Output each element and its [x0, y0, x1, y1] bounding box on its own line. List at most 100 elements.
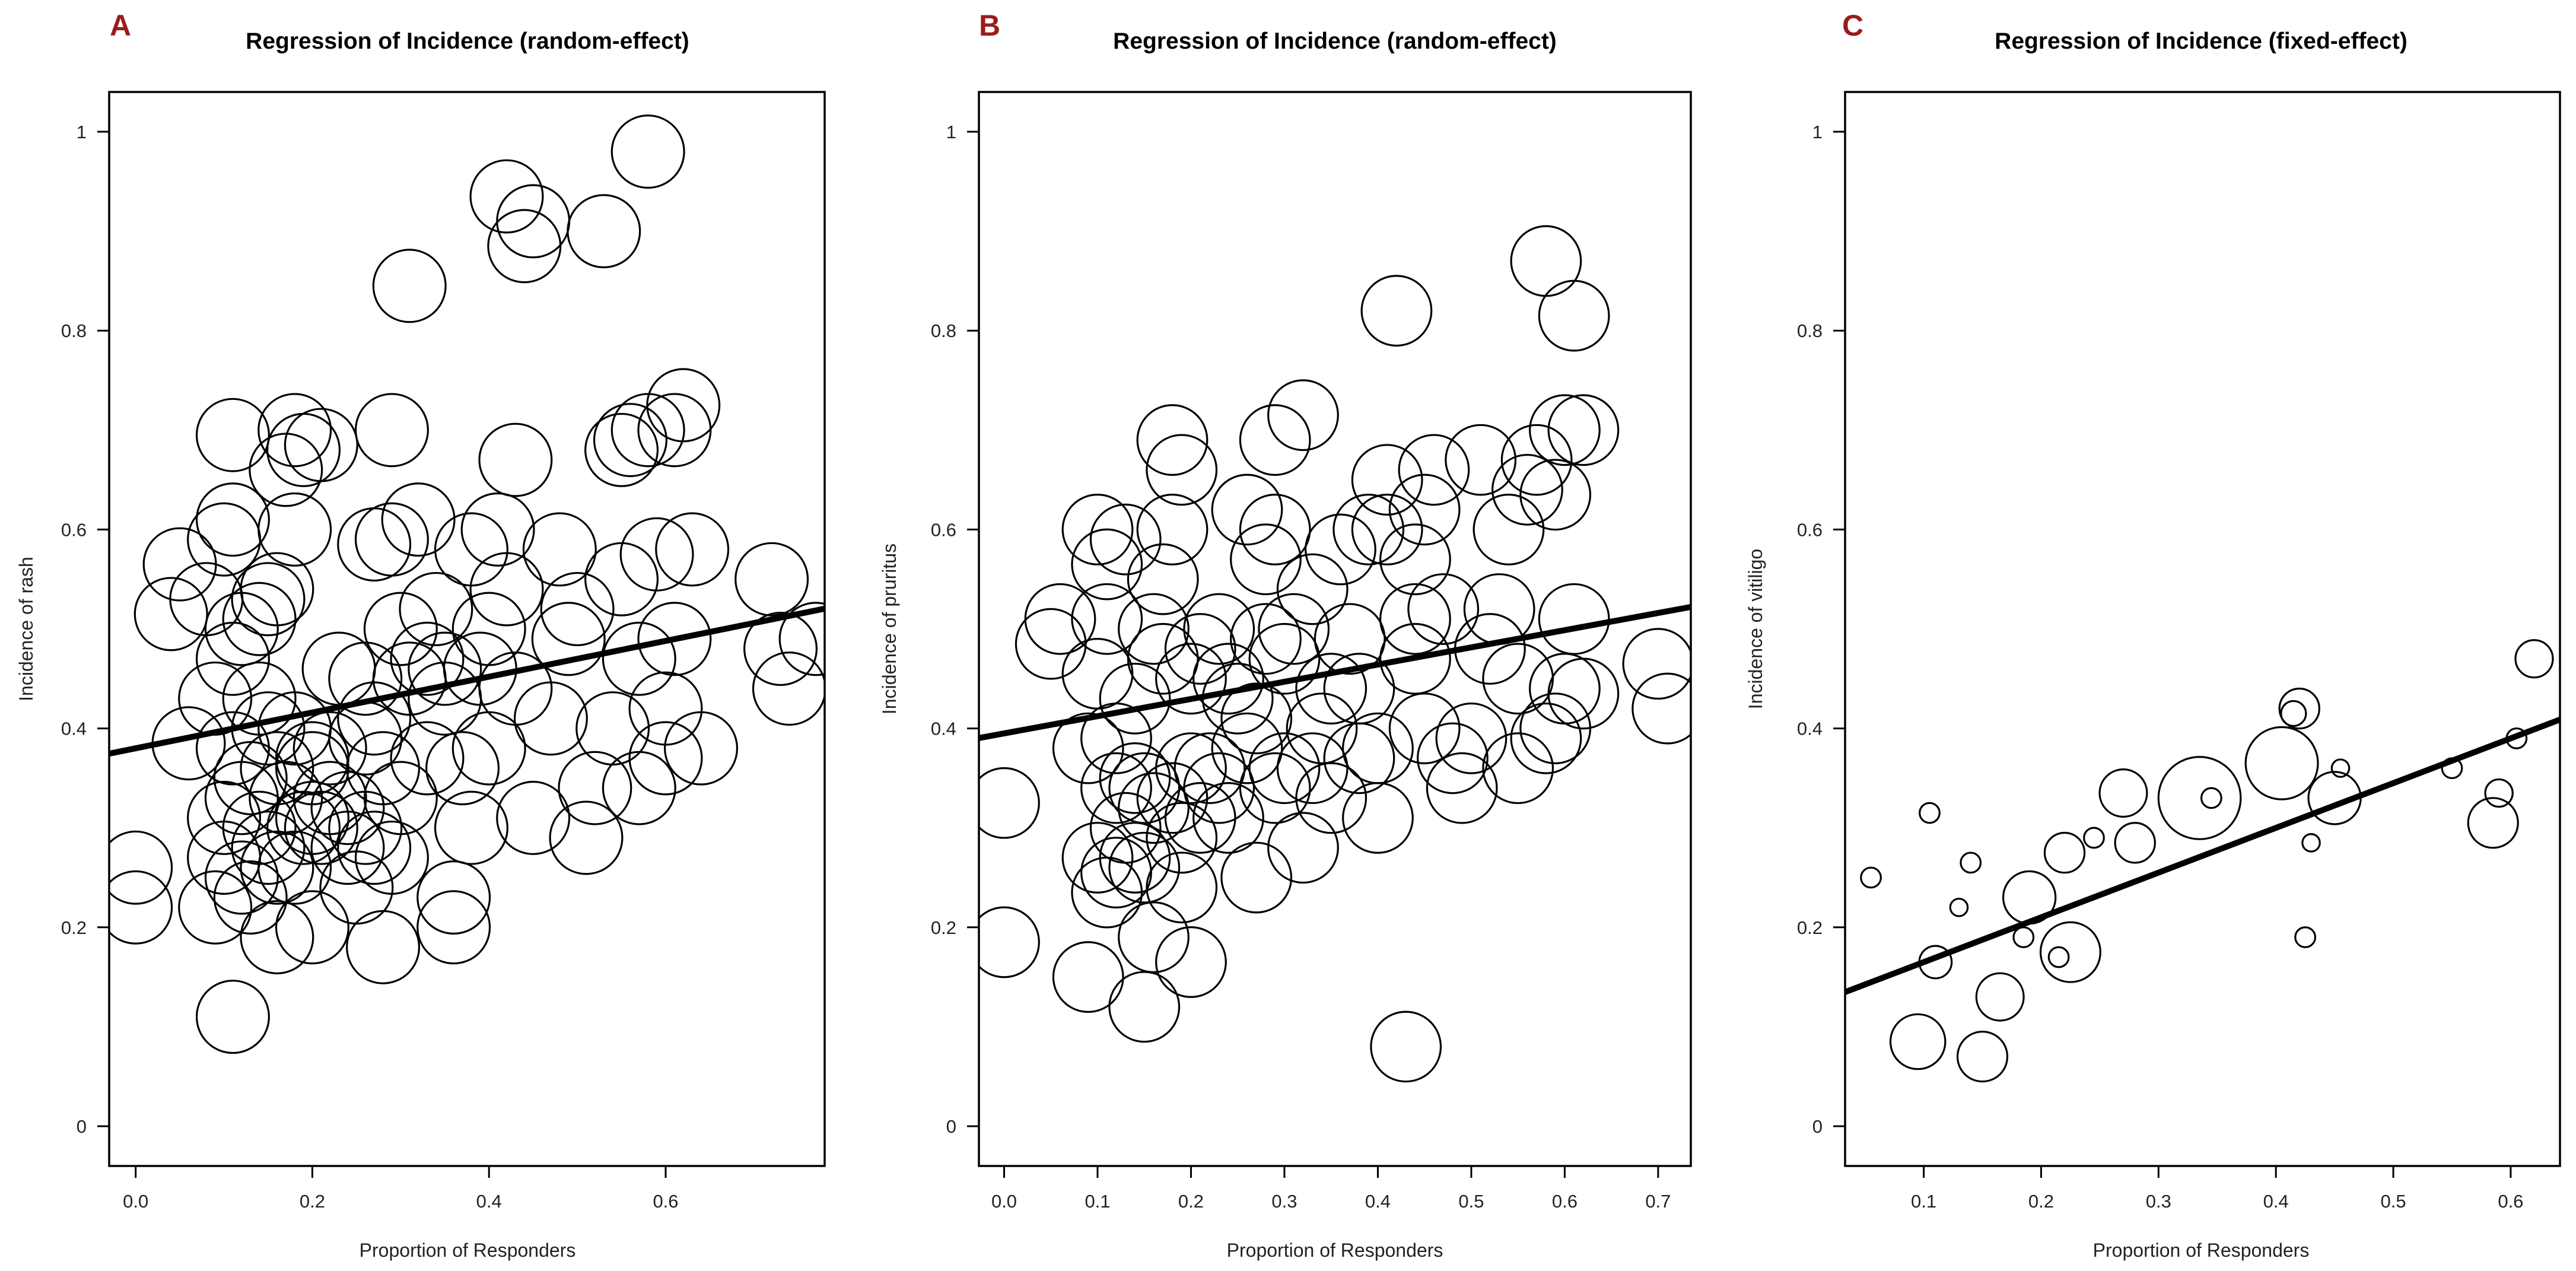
x-tick-label-b: 0.2	[1178, 1191, 1204, 1212]
x-tick-label-a: 0.4	[476, 1191, 502, 1212]
data-point-b	[1482, 732, 1554, 805]
data-point-b	[1351, 444, 1423, 516]
data-point-a	[178, 870, 253, 945]
data-point-a	[381, 482, 456, 557]
data-point-c	[2514, 639, 2554, 679]
x-tick-label-b: 0.5	[1458, 1191, 1484, 1212]
x-tick-label-c: 0.1	[1911, 1191, 1936, 1212]
data-point-c	[2200, 787, 2222, 809]
x-axis-label-c: Proportion of Responders	[2093, 1240, 2310, 1261]
data-point-a	[399, 571, 473, 646]
x-tick-label-b: 0.3	[1271, 1191, 1297, 1212]
data-point-a	[390, 721, 465, 796]
data-point-b	[1417, 722, 1489, 795]
data-point-c	[2294, 926, 2317, 948]
data-point-a	[284, 408, 358, 482]
data-point-b	[1108, 831, 1181, 904]
y-tick-label-b: 0.6	[931, 519, 956, 540]
x-axis-label-a: Proportion of Responders	[360, 1240, 576, 1261]
data-point-a	[257, 492, 332, 567]
data-point-a	[240, 830, 314, 905]
data-point-a	[213, 860, 288, 935]
data-point-a	[752, 652, 825, 726]
data-point-a	[478, 422, 553, 497]
panel-letter-b: B	[979, 9, 1000, 42]
data-point-b	[1248, 622, 1321, 695]
data-point-c	[1919, 802, 1941, 824]
data-point-a	[346, 910, 421, 984]
data-point-b	[1473, 494, 1545, 565]
data-point-a	[222, 661, 297, 736]
data-point-a	[109, 870, 173, 945]
data-point-a	[213, 741, 288, 815]
data-point-c	[2467, 797, 2519, 849]
data-point-c	[2012, 926, 2035, 948]
data-point-b	[1052, 712, 1124, 784]
data-point-b	[1239, 494, 1311, 565]
data-point-b	[1108, 752, 1181, 824]
data-point-b	[1276, 553, 1349, 625]
data-point-b	[1398, 434, 1470, 506]
y-ticks-a: 0 0.2 0.4 0.6 0.8 1	[61, 122, 109, 1137]
data-point-b	[1024, 583, 1096, 655]
data-point-b	[1146, 802, 1218, 874]
data-point-b	[1519, 459, 1592, 531]
data-point-b	[1118, 593, 1190, 665]
data-point-b	[1379, 622, 1451, 695]
bubbles-c	[1860, 639, 2554, 1083]
data-point-a	[195, 711, 270, 786]
data-point-a	[558, 751, 632, 825]
data-point-b	[1146, 434, 1218, 506]
y-tick-label-a: 0.2	[61, 917, 87, 938]
data-point-b	[1445, 424, 1517, 496]
data-point-b	[1305, 513, 1376, 586]
data-point-a	[249, 433, 323, 507]
data-point-a	[187, 780, 262, 855]
data-point-b	[1510, 702, 1582, 774]
data-point-b	[1342, 712, 1414, 784]
data-point-b	[1136, 762, 1209, 834]
data-point-c	[2301, 833, 2321, 853]
data-point-a	[496, 780, 571, 855]
data-point-b	[1089, 792, 1162, 864]
data-point-c	[2039, 921, 2101, 983]
data-point-a	[408, 631, 482, 706]
panel-c: C Regression of Incidence (fixed-effect)…	[1745, 9, 2561, 1261]
data-point-b	[1295, 762, 1367, 834]
y-tick-label-c: 0	[1812, 1116, 1823, 1137]
data-point-b	[1276, 732, 1349, 805]
x-tick-label-c: 0.2	[2028, 1191, 2054, 1212]
data-point-a	[434, 512, 508, 587]
data-point-b	[1155, 732, 1227, 805]
y-tick-label-c: 0.2	[1797, 917, 1823, 938]
data-point-a	[195, 482, 270, 557]
data-point-a	[593, 403, 667, 478]
data-point-a	[195, 621, 270, 696]
data-point-a	[363, 592, 438, 666]
data-point-a	[434, 790, 508, 865]
data-point-b	[1248, 732, 1321, 805]
data-point-a	[637, 602, 712, 676]
data-point-b	[1127, 622, 1199, 695]
plot-frame-c	[1844, 91, 2561, 1167]
data-point-a	[354, 393, 429, 468]
data-point-b	[1099, 662, 1171, 735]
data-point-b	[1426, 752, 1498, 824]
x-tick-label-a: 0.2	[300, 1191, 325, 1212]
x-ticks-c: 0.1 0.2 0.3 0.4 0.5 0.6	[1911, 1166, 2523, 1212]
data-point-c	[2114, 822, 2156, 864]
data-point-c	[1860, 866, 1882, 889]
data-point-a	[664, 711, 739, 786]
data-point-b	[1099, 742, 1171, 814]
data-point-b	[1192, 782, 1264, 854]
data-point-b	[1267, 812, 1339, 884]
data-point-c	[2047, 946, 2070, 968]
data-point-a	[610, 393, 685, 468]
data-point-b	[1500, 424, 1573, 496]
data-point-a	[266, 412, 341, 487]
data-point-b	[1547, 657, 1620, 730]
data-point-a	[337, 507, 412, 582]
x-tick-label-a: 0.6	[653, 1191, 678, 1212]
plot-frame-a	[108, 91, 826, 1167]
